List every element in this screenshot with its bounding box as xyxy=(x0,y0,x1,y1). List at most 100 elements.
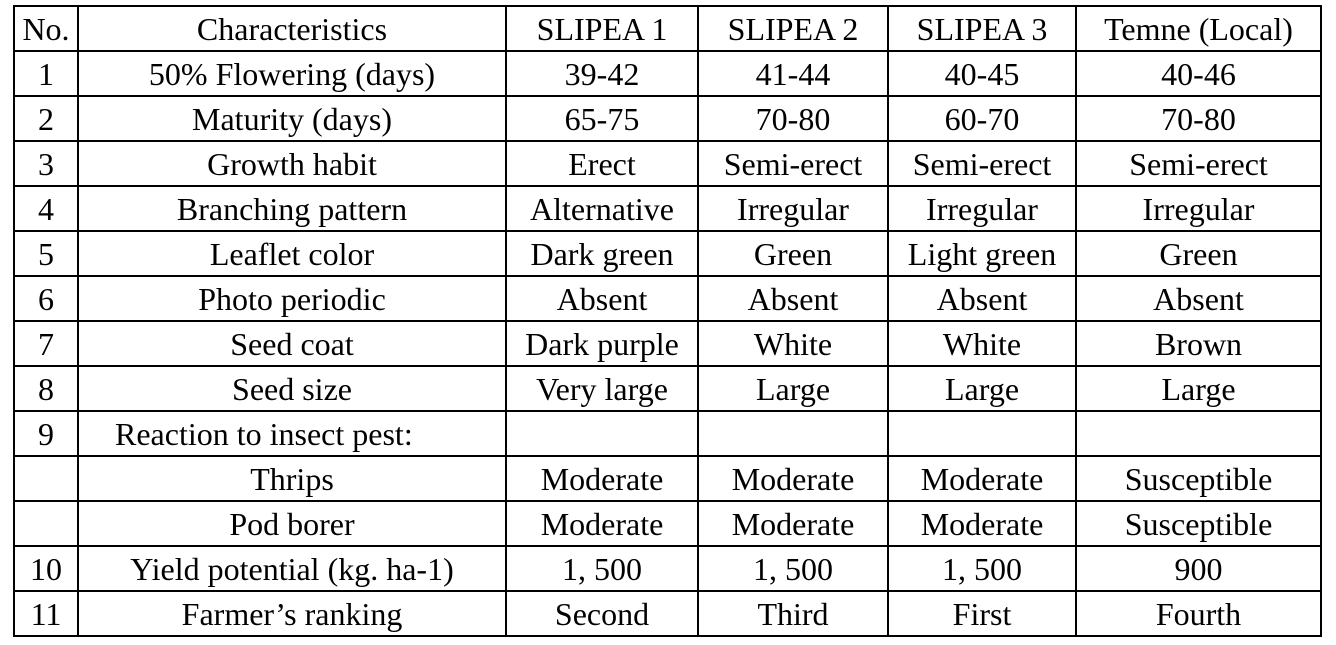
table-cell: Moderate xyxy=(887,500,1077,547)
table-cell: Absent xyxy=(697,275,889,322)
header-cell: SLIPEA 3 xyxy=(887,5,1077,52)
table-cell: Reaction to insect pest: xyxy=(77,410,507,457)
table-cell: Moderate xyxy=(505,455,699,502)
table-cell: Pod borer xyxy=(77,500,507,547)
table-row: 8 Seed size Very large Large Large Large xyxy=(13,365,1322,412)
table-cell: Moderate xyxy=(887,455,1077,502)
table-cell: Seed size xyxy=(77,365,507,412)
table-cell: Green xyxy=(1075,230,1322,277)
table-cell: Alternative xyxy=(505,185,699,232)
table-cell: Moderate xyxy=(697,500,889,547)
table-cell: Susceptible xyxy=(1075,455,1322,502)
table-row: 11 Farmer’s ranking Second Third First Fourth xyxy=(13,590,1322,637)
table-cell: 7 xyxy=(13,320,79,367)
table-cell: Farmer’s ranking xyxy=(77,590,507,637)
table-cell: 1, 500 xyxy=(697,545,889,592)
header-row: No. Characteristics SLIPEA 1 SLIPEA 2 SLIPEA… xyxy=(13,5,1322,52)
table-cell: 70-80 xyxy=(1075,95,1322,142)
table-cell: Irregular xyxy=(887,185,1077,232)
table-row: Thrips Moderate Moderate Moderate Susceptibl… xyxy=(13,455,1322,502)
table-row: 7 Seed coat Dark purple White White Brown xyxy=(13,320,1322,367)
table-cell: 40-45 xyxy=(887,50,1077,97)
table-cell: Growth habit xyxy=(77,140,507,187)
table-cell: Maturity (days) xyxy=(77,95,507,142)
table-cell: 4 xyxy=(13,185,79,232)
table-cell: Leaflet color xyxy=(77,230,507,277)
table-cell: 70-80 xyxy=(697,95,889,142)
table-cell: Large xyxy=(1075,365,1322,412)
table-cell: Moderate xyxy=(697,455,889,502)
table-cell: 3 xyxy=(13,140,79,187)
table-cell: Moderate xyxy=(505,500,699,547)
table-cell: Erect xyxy=(505,140,699,187)
header-cell: Characteristics xyxy=(77,5,507,52)
table-cell xyxy=(887,410,1077,457)
table-row: 4 Branching pattern Alternative Irregular Ir… xyxy=(13,185,1322,232)
table-cell: 60-70 xyxy=(887,95,1077,142)
table-row: 9 Reaction to insect pest: xyxy=(13,410,1322,457)
table-cell: 6 xyxy=(13,275,79,322)
table-cell: 65-75 xyxy=(505,95,699,142)
table-cell: 10 xyxy=(13,545,79,592)
table-row: 3 Growth habit Erect Semi-erect Semi-erect Se… xyxy=(13,140,1322,187)
table-cell: Absent xyxy=(1075,275,1322,322)
table-cell: Very large xyxy=(505,365,699,412)
table-cell: Absent xyxy=(887,275,1077,322)
table-cell: Brown xyxy=(1075,320,1322,367)
table-cell: 50% Flowering (days) xyxy=(77,50,507,97)
table-cell: 1, 500 xyxy=(505,545,699,592)
table-cell: Large xyxy=(887,365,1077,412)
header-cell: No. xyxy=(13,5,79,52)
table-cell: Second xyxy=(505,590,699,637)
table-row: Pod borer Moderate Moderate Moderate Suscept… xyxy=(13,500,1322,547)
table-cell: Semi-erect xyxy=(1075,140,1322,187)
table-row: 2 Maturity (days) 65-75 70-80 60-70 70-80 xyxy=(13,95,1322,142)
table-cell: First xyxy=(887,590,1077,637)
table-cell: Seed coat xyxy=(77,320,507,367)
table-row: 10 Yield potential (kg. ha-1) 1, 500 1, 500… xyxy=(13,545,1322,592)
table-cell: Irregular xyxy=(697,185,889,232)
table-cell: 8 xyxy=(13,365,79,412)
table-cell: Large xyxy=(697,365,889,412)
header-cell: SLIPEA 1 xyxy=(505,5,699,52)
header-cell: Temne (Local) xyxy=(1075,5,1322,52)
table-cell: Photo periodic xyxy=(77,275,507,322)
table-cell: Yield potential (kg. ha-1) xyxy=(77,545,507,592)
table-cell: Thrips xyxy=(77,455,507,502)
table-cell: 900 xyxy=(1075,545,1322,592)
table-cell xyxy=(697,410,889,457)
table-cell: 41-44 xyxy=(697,50,889,97)
table-cell: 40-46 xyxy=(1075,50,1322,97)
table-cell: Irregular xyxy=(1075,185,1322,232)
table-cell: Third xyxy=(697,590,889,637)
table-cell: Semi-erect xyxy=(887,140,1077,187)
table-cell: 2 xyxy=(13,95,79,142)
table-cell xyxy=(13,500,79,547)
table-cell: Fourth xyxy=(1075,590,1322,637)
table-row: 5 Leaflet color Dark green Green Light green… xyxy=(13,230,1322,277)
table-cell: Dark purple xyxy=(505,320,699,367)
table-cell: 39-42 xyxy=(505,50,699,97)
table-cell: Branching pattern xyxy=(77,185,507,232)
table-cell: 1 xyxy=(13,50,79,97)
table-cell: 5 xyxy=(13,230,79,277)
characteristics-table: No. Characteristics SLIPEA 1 SLIPEA 2 SLIPEA… xyxy=(13,5,1322,637)
table-cell xyxy=(505,410,699,457)
header-cell: SLIPEA 2 xyxy=(697,5,889,52)
table-cell: Dark green xyxy=(505,230,699,277)
table-cell: Green xyxy=(697,230,889,277)
table-cell xyxy=(13,455,79,502)
table-cell: Light green xyxy=(887,230,1077,277)
table-cell: White xyxy=(887,320,1077,367)
table-cell: Semi-erect xyxy=(697,140,889,187)
table-cell: 11 xyxy=(13,590,79,637)
table-cell: 1, 500 xyxy=(887,545,1077,592)
table-cell: Susceptible xyxy=(1075,500,1322,547)
table-row: 1 50% Flowering (days) 39-42 41-44 40-45 40-4… xyxy=(13,50,1322,97)
table-cell: White xyxy=(697,320,889,367)
table-row: 6 Photo periodic Absent Absent Absent Absent xyxy=(13,275,1322,322)
table-cell: Absent xyxy=(505,275,699,322)
table-cell xyxy=(1075,410,1322,457)
table-cell: 9 xyxy=(13,410,79,457)
